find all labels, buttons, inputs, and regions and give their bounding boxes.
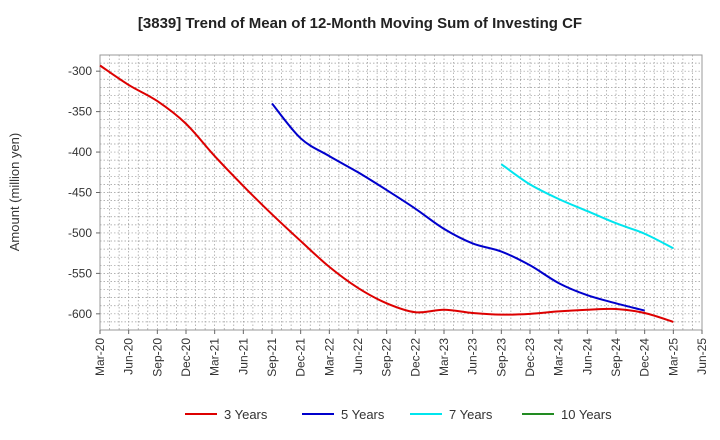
x-tick-label: Dec-22 bbox=[408, 338, 422, 377]
x-tick-label: Jun-22 bbox=[351, 338, 365, 375]
y-tick-label: -400 bbox=[68, 145, 92, 159]
x-tick-label: Jun-24 bbox=[580, 338, 594, 375]
y-tick-label: -350 bbox=[68, 105, 92, 119]
x-tick-label: Sep-23 bbox=[494, 338, 508, 377]
x-tick-label: Mar-25 bbox=[666, 338, 680, 376]
x-tick-label: Dec-20 bbox=[179, 338, 193, 377]
legend-label: 7 Years bbox=[449, 407, 493, 422]
x-tick-label: Mar-21 bbox=[208, 338, 222, 376]
series-line-3-years bbox=[99, 64, 674, 323]
x-tick-label: Sep-24 bbox=[609, 338, 623, 377]
legend-label: 3 Years bbox=[224, 407, 268, 422]
y-tick-label: -500 bbox=[68, 226, 92, 240]
series-line-7-years bbox=[500, 163, 674, 250]
x-tick-label: Mar-22 bbox=[322, 338, 336, 376]
x-tick-label: Sep-20 bbox=[150, 338, 164, 377]
x-axis: Mar-20 Jun-20 Sep-20 Dec-20 Mar-21 Jun-21 Sep-… bbox=[93, 330, 709, 377]
grid bbox=[99, 55, 703, 330]
y-tick-label: -450 bbox=[68, 186, 92, 200]
x-tick-label: Mar-23 bbox=[437, 338, 451, 376]
legend: 3 Years 5 Years 7 Years 10 Years bbox=[185, 407, 612, 422]
x-tick-label: Dec-23 bbox=[523, 338, 537, 377]
x-tick-label: Mar-24 bbox=[552, 338, 566, 376]
x-tick-label: Sep-22 bbox=[380, 338, 394, 377]
legend-label: 10 Years bbox=[561, 407, 612, 422]
series-line-5-years bbox=[271, 102, 645, 312]
x-tick-label: Dec-21 bbox=[294, 338, 308, 377]
x-tick-label: Jun-21 bbox=[236, 338, 250, 375]
legend-label: 5 Years bbox=[341, 407, 385, 422]
chart-title: [3839] Trend of Mean of 12-Month Moving … bbox=[138, 15, 582, 32]
y-tick-label: -300 bbox=[68, 64, 92, 78]
x-tick-label: Mar-20 bbox=[93, 338, 107, 376]
y-tick-label: -600 bbox=[68, 307, 92, 321]
x-tick-label: Jun-23 bbox=[466, 338, 480, 375]
y-axis: -300 -350 -400 -450 -500 -550 -600 bbox=[68, 64, 100, 321]
series-layer bbox=[99, 64, 674, 323]
x-tick-label: Sep-21 bbox=[265, 338, 279, 377]
x-tick-label: Jun-20 bbox=[122, 338, 136, 375]
x-tick-label: Dec-24 bbox=[638, 338, 652, 377]
y-tick-label: -550 bbox=[68, 266, 92, 280]
y-axis-label: Amount (million yen) bbox=[7, 133, 22, 252]
x-tick-label: Jun-25 bbox=[695, 338, 709, 375]
